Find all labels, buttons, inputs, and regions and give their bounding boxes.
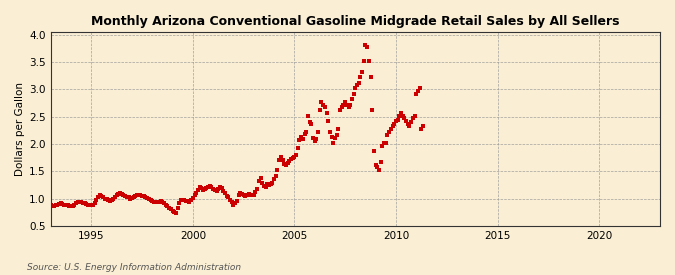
- Text: Source: U.S. Energy Information Administration: Source: U.S. Energy Information Administ…: [27, 263, 241, 272]
- Title: Monthly Arizona Conventional Gasoline Midgrade Retail Sales by All Sellers: Monthly Arizona Conventional Gasoline Mi…: [91, 15, 620, 28]
- Y-axis label: Dollars per Gallon: Dollars per Gallon: [15, 82, 25, 176]
